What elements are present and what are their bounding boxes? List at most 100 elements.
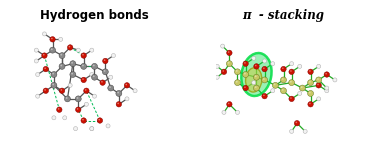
Circle shape — [243, 85, 248, 91]
Circle shape — [271, 62, 275, 66]
Circle shape — [42, 53, 47, 58]
Circle shape — [290, 62, 294, 66]
Circle shape — [325, 73, 327, 75]
Circle shape — [290, 129, 294, 133]
Circle shape — [52, 73, 54, 75]
Circle shape — [93, 94, 96, 98]
Circle shape — [90, 72, 94, 77]
Circle shape — [102, 58, 108, 64]
Circle shape — [316, 83, 321, 88]
Circle shape — [308, 80, 313, 86]
Circle shape — [317, 64, 321, 68]
Circle shape — [125, 97, 129, 101]
Circle shape — [325, 86, 329, 90]
Circle shape — [263, 67, 265, 69]
Circle shape — [102, 69, 108, 75]
Text: π  - stacking: π - stacking — [243, 9, 324, 22]
Circle shape — [221, 44, 225, 48]
Circle shape — [124, 83, 130, 88]
Circle shape — [76, 48, 80, 52]
Circle shape — [34, 48, 38, 52]
Circle shape — [228, 51, 229, 53]
Circle shape — [301, 86, 303, 88]
Circle shape — [255, 86, 257, 88]
Circle shape — [68, 83, 72, 87]
Circle shape — [316, 77, 322, 83]
Circle shape — [85, 89, 87, 91]
Circle shape — [263, 78, 265, 80]
Circle shape — [60, 54, 62, 56]
Circle shape — [91, 74, 98, 80]
Circle shape — [235, 110, 240, 115]
Circle shape — [36, 94, 40, 98]
Circle shape — [280, 88, 287, 94]
Circle shape — [289, 80, 294, 86]
Circle shape — [263, 95, 265, 96]
Circle shape — [133, 89, 137, 93]
Circle shape — [66, 97, 68, 99]
Circle shape — [289, 69, 294, 75]
Circle shape — [243, 72, 249, 78]
Circle shape — [308, 102, 313, 107]
Circle shape — [236, 81, 238, 83]
Circle shape — [254, 74, 259, 80]
Circle shape — [43, 66, 48, 72]
Circle shape — [75, 96, 81, 102]
Circle shape — [236, 70, 238, 72]
Circle shape — [71, 73, 73, 75]
Circle shape — [97, 118, 102, 123]
Circle shape — [82, 54, 84, 56]
Circle shape — [108, 85, 114, 91]
Circle shape — [51, 48, 53, 50]
Circle shape — [274, 83, 276, 85]
Circle shape — [317, 78, 319, 80]
Circle shape — [222, 110, 226, 115]
Circle shape — [289, 96, 294, 102]
Circle shape — [101, 81, 103, 83]
Circle shape — [98, 119, 100, 120]
Circle shape — [50, 37, 55, 42]
Circle shape — [280, 77, 287, 83]
Circle shape — [317, 97, 321, 101]
Circle shape — [281, 66, 286, 72]
Circle shape — [308, 69, 313, 75]
Circle shape — [299, 85, 305, 91]
Circle shape — [106, 124, 110, 128]
Circle shape — [290, 97, 292, 99]
Circle shape — [303, 129, 307, 133]
Circle shape — [112, 53, 115, 58]
Circle shape — [273, 82, 278, 88]
Ellipse shape — [241, 53, 271, 96]
Circle shape — [109, 75, 113, 79]
Circle shape — [34, 59, 38, 63]
Circle shape — [254, 85, 259, 91]
Circle shape — [255, 65, 257, 66]
Circle shape — [60, 65, 62, 66]
Circle shape — [81, 118, 87, 123]
Circle shape — [63, 116, 67, 120]
Circle shape — [51, 72, 57, 78]
Circle shape — [243, 61, 248, 66]
Circle shape — [263, 59, 266, 63]
Circle shape — [91, 63, 98, 69]
Circle shape — [221, 69, 227, 75]
Circle shape — [52, 83, 54, 85]
Circle shape — [51, 38, 53, 39]
Circle shape — [116, 90, 122, 96]
Circle shape — [228, 62, 229, 64]
Circle shape — [58, 108, 59, 110]
Circle shape — [309, 92, 311, 93]
Circle shape — [74, 127, 77, 131]
Circle shape — [244, 73, 246, 75]
Circle shape — [117, 103, 119, 104]
Circle shape — [244, 86, 246, 88]
Circle shape — [65, 96, 70, 102]
Circle shape — [43, 88, 48, 93]
Circle shape — [70, 72, 76, 78]
Circle shape — [234, 80, 240, 86]
Circle shape — [125, 84, 127, 85]
Circle shape — [70, 61, 76, 67]
Circle shape — [104, 59, 105, 61]
Circle shape — [84, 88, 89, 93]
Circle shape — [59, 37, 63, 41]
